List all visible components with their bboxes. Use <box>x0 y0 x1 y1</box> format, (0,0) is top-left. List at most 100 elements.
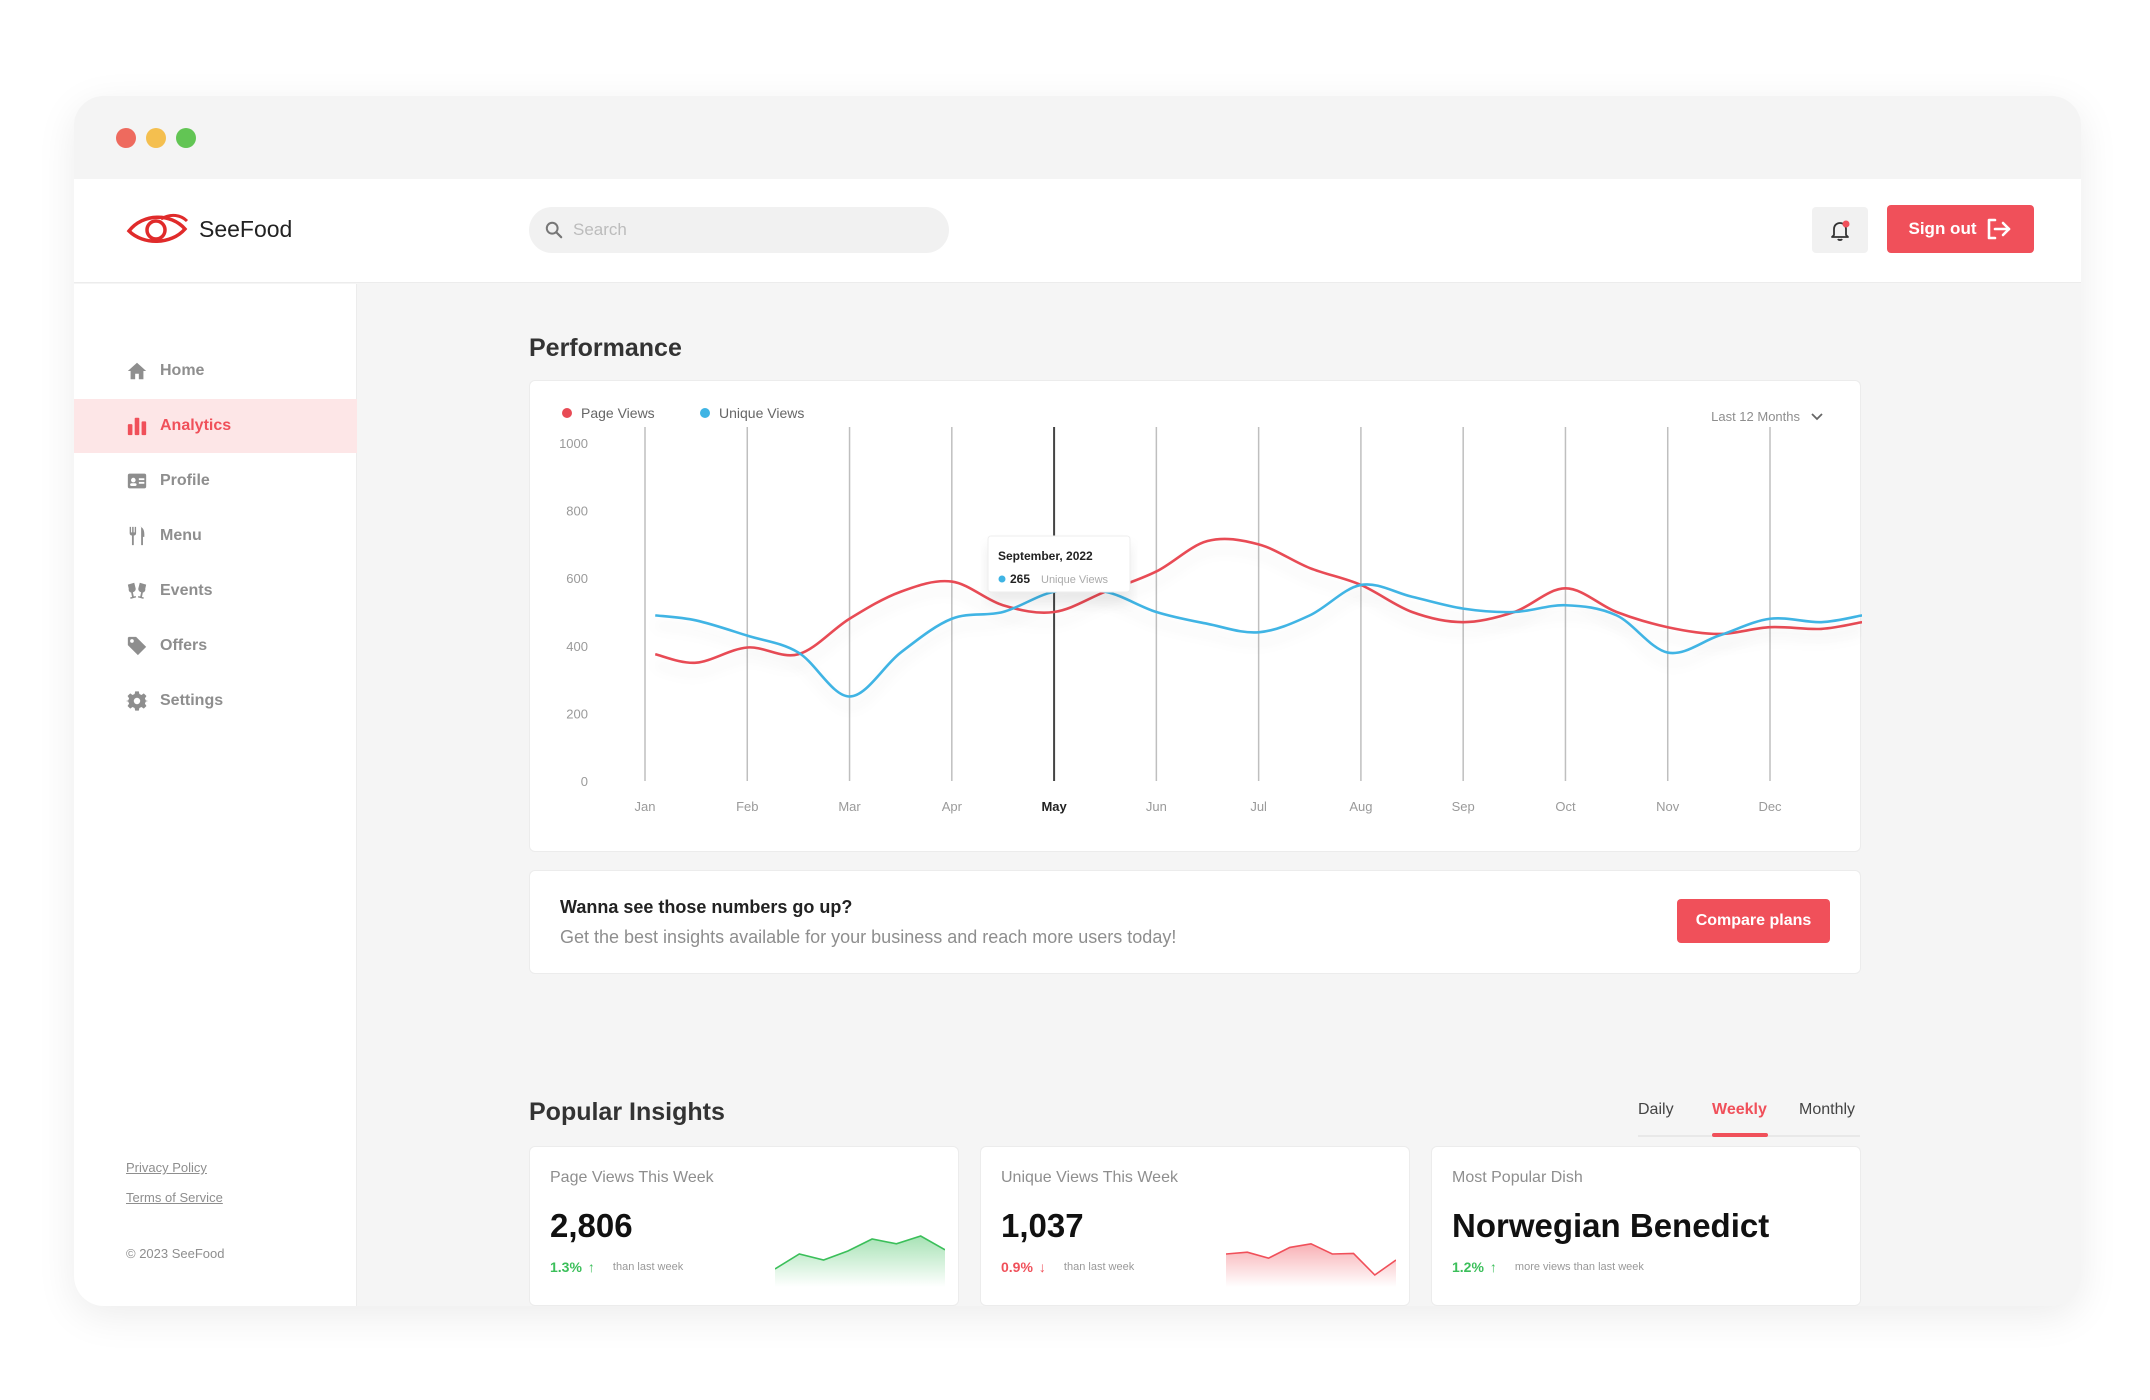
x-tick-label[interactable]: Jul <box>1250 799 1267 814</box>
stat-label: Most Popular Dish <box>1452 1169 1583 1186</box>
sidebar-item-analytics[interactable]: Analytics <box>74 399 357 453</box>
tab-monthly[interactable]: Monthly <box>1799 1101 1856 1118</box>
logo[interactable]: SeeFood <box>125 209 292 249</box>
y-tick-label: 400 <box>566 639 588 654</box>
change-percent: 0.9% <box>1001 1259 1033 1275</box>
x-tick-label[interactable]: Apr <box>942 799 963 814</box>
sparkline-area <box>775 1236 945 1287</box>
sidebar-item-label: Settings <box>160 692 224 709</box>
utensils-icon <box>129 526 145 546</box>
x-tick-label[interactable]: Aug <box>1349 799 1372 814</box>
legend-unique-views[interactable]: Unique Views <box>700 405 804 421</box>
popular-insights-title: Popular Insights <box>529 1098 725 1126</box>
minimize-window-button[interactable] <box>146 128 166 148</box>
series-line-page-views[interactable] <box>654 537 1862 665</box>
copyright-text: © 2023 SeeFood <box>126 1246 225 1261</box>
sidebar: Home Analytics Profile Menu Events Offer… <box>74 284 357 1306</box>
search-input[interactable] <box>573 220 933 240</box>
sidebar-item-label: Home <box>160 362 205 379</box>
y-tick-label: 0 <box>581 774 588 789</box>
notifications-button[interactable] <box>1812 207 1868 253</box>
promo-subtitle: Get the best insights available for your… <box>560 927 1177 947</box>
tooltip-title: September, 2022 <box>998 549 1093 563</box>
upgrade-promo-card: Wanna see those numbers go up? Get the b… <box>529 870 1861 974</box>
x-tick-label[interactable]: Dec <box>1758 799 1782 814</box>
sign-out-button[interactable]: Sign out <box>1887 205 2034 253</box>
stat-value: 2,806 <box>550 1207 633 1244</box>
top-bar: SeeFood Sign out <box>74 179 2081 283</box>
eye-logo-icon <box>126 213 189 243</box>
legend-label: Unique Views <box>719 405 805 421</box>
stat-value: Norwegian Benedict <box>1452 1207 1770 1244</box>
period-tabs: Daily Weekly Monthly <box>1638 1101 1860 1137</box>
legend-swatch <box>562 408 572 418</box>
sparkline-line <box>1226 1242 1396 1277</box>
x-tick-label[interactable]: Nov <box>1656 799 1680 814</box>
sidebar-item-menu[interactable]: Menu <box>74 509 357 563</box>
sidebar-item-home[interactable]: Home <box>74 344 357 398</box>
x-tick-label[interactable]: Jun <box>1146 799 1167 814</box>
legend-label: Page Views <box>581 405 655 421</box>
x-tick-label[interactable]: Jan <box>635 799 656 814</box>
change-note: than last week <box>612 1261 684 1273</box>
app-name: SeeFood <box>199 215 293 242</box>
legend-page-views[interactable]: Page Views <box>562 405 655 421</box>
bell-icon <box>1831 220 1850 241</box>
change-percent: 1.2% <box>1452 1259 1484 1275</box>
close-window-button[interactable] <box>116 128 136 148</box>
stat-card-popular-dish: Most Popular Dish Norwegian Benedict 1.2… <box>1431 1146 1861 1306</box>
glasses-cheers-icon <box>127 582 147 599</box>
tag-icon <box>127 636 147 656</box>
y-tick-label: 800 <box>566 504 588 519</box>
stat-change: 0.9% ↓ than last week <box>1001 1259 1134 1275</box>
search-icon <box>545 221 563 239</box>
y-tick-label: 200 <box>566 706 588 721</box>
sidebar-item-label: Menu <box>160 527 202 544</box>
sidebar-item-profile[interactable]: Profile <box>74 454 357 508</box>
sidebar-item-offers[interactable]: Offers <box>74 619 357 673</box>
terms-of-service-link[interactable]: Terms of Service <box>126 1190 223 1205</box>
y-tick-label: 600 <box>566 571 588 586</box>
stat-card-unique-views: Unique Views This Week 1,037 0.9% ↓ than… <box>980 1146 1410 1306</box>
sparkline-area <box>1226 1243 1396 1287</box>
x-tick-label[interactable]: Sep <box>1452 799 1475 814</box>
series-line-unique-views[interactable] <box>655 583 1862 698</box>
promo-title: Wanna see those numbers go up? <box>560 897 853 917</box>
search-bar[interactable] <box>529 207 949 253</box>
app-window: SeeFood Sign out <box>74 96 2081 1306</box>
change-note: than last week <box>1063 1261 1135 1273</box>
home-icon <box>127 362 147 380</box>
x-tick-label[interactable]: Mar <box>838 799 861 814</box>
stat-change: 1.3% ↑ than last week <box>550 1259 683 1275</box>
performance-line-chart: 0 200 400 600 800 1000 Jan Feb Mar Apr May Jun Jul A… <box>559 427 1862 814</box>
x-tick-label[interactable]: May <box>1041 799 1067 814</box>
sign-out-icon <box>1988 218 2011 240</box>
arrow-up-icon: ↑ <box>587 1259 595 1275</box>
tab-weekly[interactable]: Weekly <box>1712 1101 1767 1118</box>
maximize-window-button[interactable] <box>176 128 196 148</box>
unique-views-sparkline <box>1226 1242 1396 1287</box>
chevron-down-icon <box>1811 412 1823 420</box>
y-tick-label: 1000 <box>559 436 588 451</box>
performance-chart-card: Page Views Unique Views Last 12 Months 0… <box>529 380 1862 852</box>
performance-title: Performance <box>529 334 682 362</box>
stat-change: 1.2% ↑ more views than last week <box>1452 1259 1644 1275</box>
stat-label: Page Views This Week <box>550 1169 714 1186</box>
x-tick-label[interactable]: Oct <box>1555 799 1576 814</box>
range-label: Last 12 Months <box>1711 409 1800 424</box>
x-tick-label[interactable]: Feb <box>736 799 758 814</box>
sidebar-item-label: Events <box>160 582 213 599</box>
change-note: more views than last week <box>1514 1261 1644 1273</box>
sidebar-item-events[interactable]: Events <box>74 564 357 618</box>
tooltip-label: Unique Views <box>1041 574 1109 586</box>
sidebar-item-settings[interactable]: Settings <box>74 674 357 728</box>
range-dropdown[interactable]: Last 12 Months <box>1711 409 1824 424</box>
arrow-up-icon: ↑ <box>1489 1259 1497 1275</box>
compare-plans-button[interactable]: Compare plans <box>1677 899 1830 943</box>
sidebar-item-label: Offers <box>160 637 208 654</box>
privacy-policy-link[interactable]: Privacy Policy <box>126 1160 207 1175</box>
tooltip-value: 265 <box>1010 572 1030 586</box>
tab-daily[interactable]: Daily <box>1638 1101 1674 1118</box>
bar-chart-icon <box>127 417 147 436</box>
stat-label: Unique Views This Week <box>1001 1169 1178 1186</box>
